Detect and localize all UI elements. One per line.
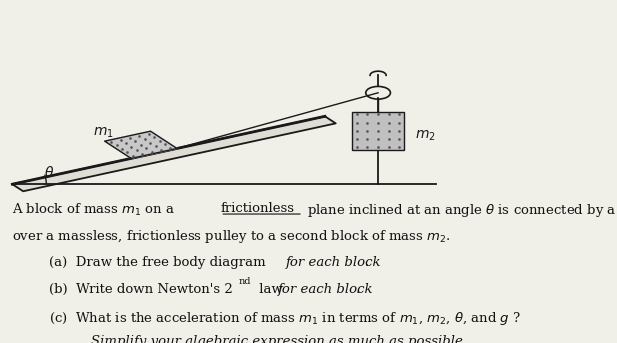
Text: .: . [355,283,360,296]
Text: $m_2$: $m_2$ [415,129,436,143]
Text: (a)  Draw the free body diagram: (a) Draw the free body diagram [49,256,270,269]
Text: .: . [365,256,369,269]
Text: law: law [255,283,288,296]
Text: $\theta$: $\theta$ [44,165,54,180]
Text: Simplify your algebraic expression as much as possible.: Simplify your algebraic expression as mu… [91,335,468,343]
Polygon shape [12,116,336,191]
Text: nd: nd [239,277,251,286]
Text: (b)  Write down Newton's 2: (b) Write down Newton's 2 [49,283,233,296]
Text: plane inclined at an angle $\theta$ is connected by a cord: plane inclined at an angle $\theta$ is c… [303,202,617,220]
Bar [352,112,404,150]
Text: over a massless, frictionless pulley to a second block of mass $m_2$.: over a massless, frictionless pulley to … [12,228,451,245]
Text: frictionless: frictionless [220,202,294,215]
Text: for each block: for each block [286,256,381,269]
Text: for each block: for each block [278,283,373,296]
Text: (c)  What is the acceleration of mass $m_1$ in terms of $m_1$, $m_2$, $\theta$, : (c) What is the acceleration of mass $m_… [49,310,521,328]
Text: $m_1$: $m_1$ [93,125,114,140]
Text: A block of mass $m_1$ on a: A block of mass $m_1$ on a [12,202,176,218]
Polygon shape [105,131,177,158]
